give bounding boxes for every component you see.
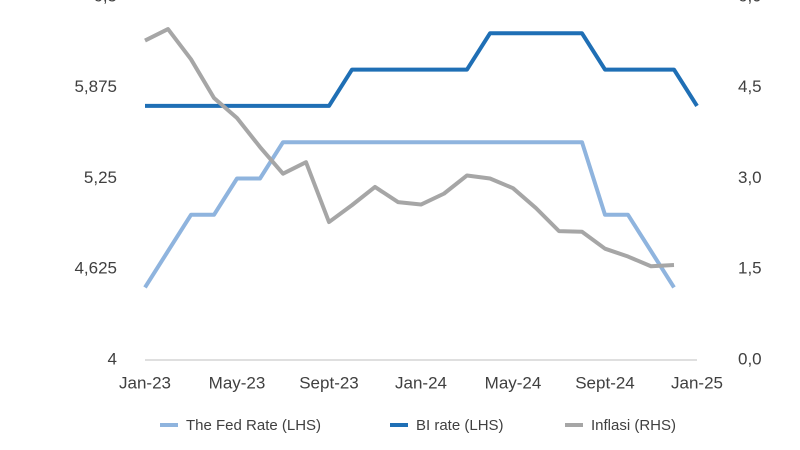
x-tick-label: Sept-23 [299, 373, 359, 392]
legend-label: Inflasi (RHS) [591, 417, 676, 434]
y2-tick-label: 1,5 [738, 259, 762, 278]
x-tick-label: Jan-23 [119, 373, 171, 392]
series-line [143, 140, 676, 289]
series-line [145, 31, 699, 108]
y2-tick-label: 0,0 [738, 349, 762, 368]
x-tick-label: Sept-24 [575, 373, 635, 392]
series-line [144, 27, 675, 269]
y-tick-label: 5,875 [74, 77, 117, 96]
y-tick-label: 4 [108, 349, 117, 368]
x-tick-label: May-24 [485, 373, 542, 392]
y-tick-label: 4,625 [74, 259, 117, 278]
x-tick-label: Jan-25 [671, 373, 723, 392]
legend-label: The Fed Rate (LHS) [186, 417, 321, 434]
x-tick-label: May-23 [209, 373, 266, 392]
y-tick-label: 6,5 [93, 0, 117, 5]
y2-tick-label: 6,0 [738, 0, 762, 5]
y2-tick-label: 3,0 [738, 168, 762, 187]
x-tick-label: Jan-24 [395, 373, 447, 392]
legend-label: BI rate (LHS) [416, 417, 504, 434]
y2-tick-label: 4,5 [738, 77, 762, 96]
y-tick-label: 5,25 [84, 168, 117, 187]
